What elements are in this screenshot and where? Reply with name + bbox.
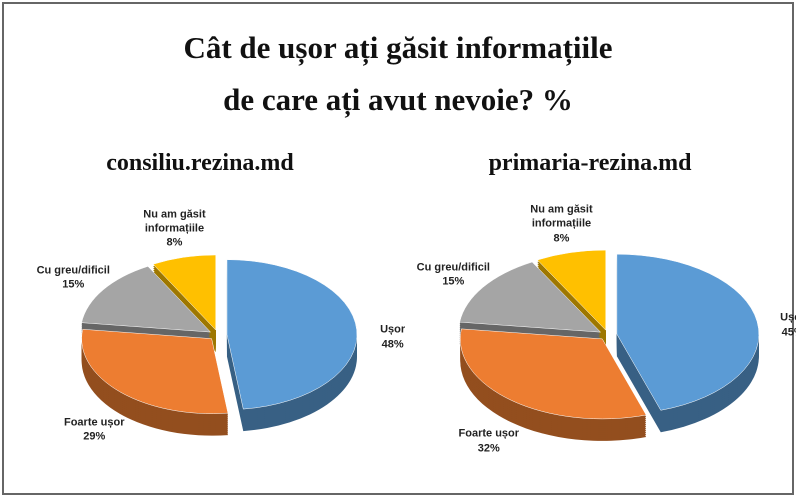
data-label-text: 15%: [442, 275, 465, 288]
data-label: Foarte ușor 32%: [439, 427, 539, 456]
data-label-text: 8%: [166, 236, 183, 249]
data-label-text: 32%: [477, 442, 500, 455]
chart-subtitle: consiliu.rezina.md: [50, 150, 350, 177]
title: de care ați avut nevoie? %: [223, 82, 573, 117]
data-label-text: Nu am găsit informațiile: [143, 208, 206, 235]
data-label: Ușor45%: [743, 311, 796, 340]
data-label-text: 48%: [381, 338, 404, 351]
pie-slice: [81, 329, 229, 414]
data-label-text: 29%: [83, 430, 106, 443]
data-label-text: Cu greu/dificil: [416, 261, 490, 274]
data-label: Foarte ușor 29%: [44, 416, 144, 445]
data-label-text: Ușor: [380, 324, 406, 337]
data-label: Nu am găsit informațiile 8%: [511, 202, 611, 245]
data-label-text: Foarte ușor: [63, 416, 125, 429]
data-label: Nu am găsit informațiile 8%: [124, 207, 224, 250]
data-label-text: Foarte ușor: [458, 428, 520, 441]
data-label-text: Ușor: [780, 312, 796, 325]
pie-slice: [616, 253, 760, 411]
data-label: Cu greu/dificil 15%: [403, 260, 503, 289]
data-label-text: 15%: [62, 278, 85, 291]
pie-slice: [459, 261, 602, 333]
data-label-text: Nu am găsit informațiile: [530, 203, 593, 230]
pie-slice: [460, 328, 647, 420]
pie-slice: [152, 254, 217, 331]
chart-subtitle-text: consiliu.rezina.md: [106, 150, 294, 176]
title: Cât de ușor ați găsit informațiile: [183, 30, 613, 65]
pie-slice: [226, 259, 358, 410]
data-label-text: 45%: [781, 326, 796, 339]
pie-slice: [81, 266, 212, 333]
chart-subtitle: primaria-rezina.md: [440, 150, 740, 177]
data-label: Cu greu/dificil 15%: [23, 263, 123, 292]
chart-subtitle-text: primaria-rezina.md: [488, 150, 692, 176]
data-label-text: Cu greu/dificil: [36, 264, 110, 277]
data-label-text: 8%: [553, 232, 570, 245]
data-label: Ușor 48%: [343, 323, 443, 352]
pie-slice: [536, 249, 607, 331]
